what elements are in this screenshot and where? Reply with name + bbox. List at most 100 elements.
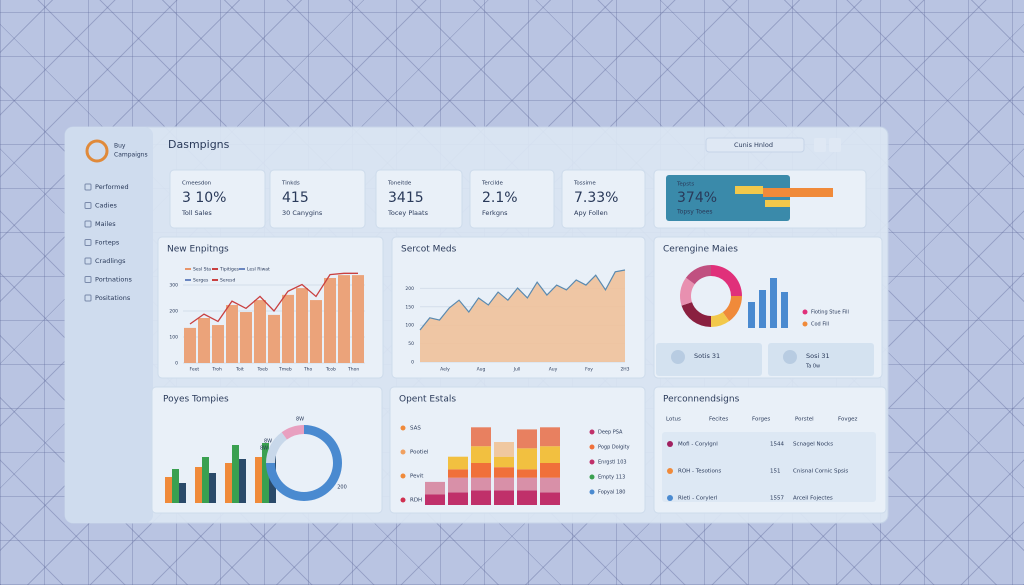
legend-label: SAS (410, 426, 421, 432)
legend-label: Serges (193, 278, 209, 284)
bar (255, 457, 262, 503)
table-cell: ROH - Tesotions (678, 469, 721, 475)
bar (195, 467, 202, 503)
nav-item: Performed (95, 183, 129, 191)
data-label: 8W (260, 446, 268, 452)
nav-item: Cradlings (95, 257, 126, 265)
card-title: Sotis 31 (694, 352, 720, 360)
table-cell: 1544 (770, 442, 784, 448)
bar-segment (494, 467, 514, 478)
kpi-value: 7.33% (574, 190, 618, 206)
decor-bar (735, 186, 763, 194)
y-tick-label: 200 (405, 286, 414, 292)
legend-dot (802, 309, 808, 315)
kpi-label: Tepsts (676, 182, 694, 188)
donut-segment (266, 432, 287, 463)
bar (748, 302, 755, 328)
x-tick-label: Tcob (325, 367, 336, 373)
table-cell: 151 (770, 469, 781, 475)
x-tick-label: Aug (477, 367, 486, 373)
bar-segment (517, 477, 537, 491)
bar (212, 325, 224, 363)
bar-segment (448, 492, 468, 505)
donut-segment (680, 277, 695, 306)
search-box[interactable] (705, 137, 805, 153)
donut-segment (722, 296, 742, 322)
legend-dot (400, 425, 406, 431)
bar-segment (540, 463, 560, 478)
bar-segment (425, 494, 445, 505)
row-dot (667, 468, 673, 474)
page-title: Dasmpigns (168, 138, 230, 151)
legend-label: Lesl Riwat (247, 267, 270, 273)
bar (770, 278, 777, 328)
bar (225, 463, 232, 503)
legend-label: Pevit (410, 474, 424, 480)
kpi-sub: Tocey Plaats (387, 209, 429, 217)
bar (268, 314, 280, 363)
bar (352, 275, 364, 363)
bar-segment (540, 446, 560, 463)
legend-label: Fopyal 180 (598, 490, 625, 496)
bar-segment (540, 427, 560, 447)
legend-dot (589, 459, 595, 465)
bar (184, 327, 196, 363)
bar-segment (471, 490, 491, 505)
table-header: Forges (752, 417, 770, 423)
bar-segment (517, 448, 537, 470)
bar-segment (471, 427, 491, 447)
panel-title: New Enpitngs (167, 245, 229, 255)
brand: Buy (114, 143, 126, 150)
bar (296, 288, 308, 363)
table-cell: Arceil Fojectes (793, 496, 833, 502)
legend-dot (589, 429, 595, 435)
panel (169, 169, 266, 229)
nav-item: Mailes (95, 220, 116, 228)
legend-dot (589, 489, 595, 495)
data-label: 8W (264, 439, 272, 445)
icon-button[interactable] (814, 138, 826, 152)
legend-label: Enrgstl 103 (598, 460, 627, 466)
kpi-sub: Ferkgns (482, 209, 508, 217)
bar (202, 457, 209, 503)
bar-segment (517, 490, 537, 505)
bar (198, 318, 210, 363)
card-sub: Ta 0w (805, 364, 820, 370)
y-tick-label: 200 (169, 309, 178, 315)
area (420, 270, 625, 362)
bar-segment (540, 492, 560, 505)
legend-label: Tipitiges (219, 267, 240, 273)
legend-dot (589, 444, 595, 450)
x-tick-label: Toit (235, 367, 244, 373)
mini-card (768, 343, 874, 376)
bar (226, 305, 238, 363)
mini-card (656, 343, 762, 376)
legend-dot (589, 474, 595, 480)
panel-title: Opent Estals (399, 395, 456, 405)
x-tick-label: Feet (190, 367, 200, 373)
table-header: Fovgez (838, 417, 857, 423)
y-tick-label: 300 (169, 283, 178, 289)
bar-segment (494, 456, 514, 468)
nav-icon (84, 276, 92, 283)
table-header: Lotus (666, 417, 681, 423)
legend-dot (400, 449, 406, 455)
panel (561, 169, 646, 229)
legend-label: Empty 113 (598, 475, 625, 481)
x-tick-label: Auy (549, 367, 558, 373)
panel (269, 169, 366, 229)
bar (165, 477, 172, 503)
bar-segment (471, 446, 491, 463)
kpi-label: Tossime (573, 181, 596, 187)
bar-segment (494, 490, 514, 505)
y-tick-label: 0 (175, 361, 178, 367)
x-tick-label: Tho (303, 367, 313, 373)
bar (239, 459, 246, 503)
bar (172, 469, 179, 503)
decor-bar (763, 188, 833, 197)
line (189, 272, 358, 325)
icon-button[interactable] (829, 138, 841, 152)
table-body (662, 432, 876, 502)
legend-dot (400, 497, 406, 503)
